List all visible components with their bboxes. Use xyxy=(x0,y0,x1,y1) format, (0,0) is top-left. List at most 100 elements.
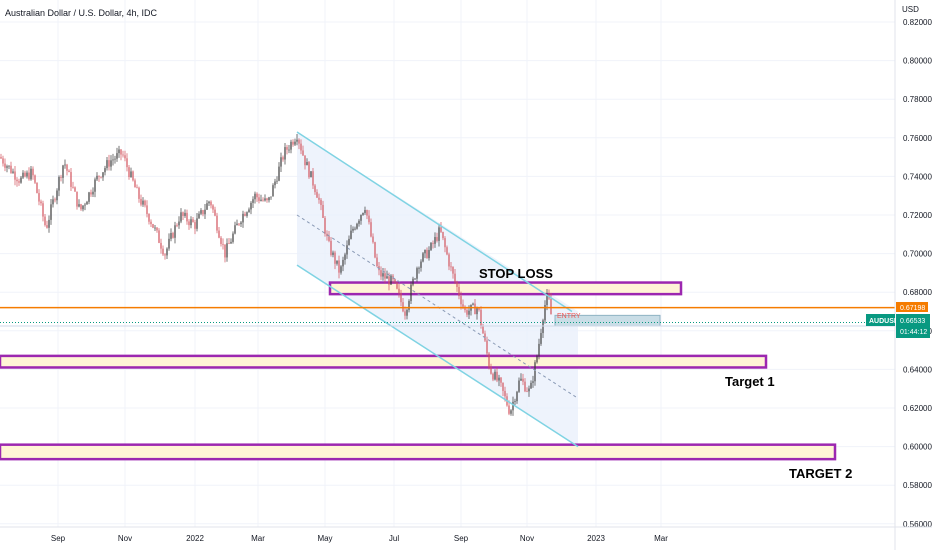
time-tick-label: Sep xyxy=(51,534,66,543)
candle-body xyxy=(192,219,194,223)
candle-body xyxy=(0,157,2,159)
candle-body xyxy=(102,172,104,178)
candle-body xyxy=(270,196,272,198)
candle-body xyxy=(328,236,330,241)
candle-body xyxy=(168,238,170,249)
candle-body xyxy=(98,175,100,177)
candle-body xyxy=(530,382,532,389)
candle-body xyxy=(36,182,38,194)
candle-body xyxy=(74,187,76,192)
candle-body xyxy=(42,203,44,217)
candle-body xyxy=(60,176,62,178)
price-tick-label: 0.74000 xyxy=(903,172,932,181)
candle-body xyxy=(394,279,396,283)
candle-body xyxy=(416,268,418,279)
candle-body xyxy=(226,243,228,258)
candle-body xyxy=(230,241,232,244)
candle-body xyxy=(508,405,510,414)
candle-body xyxy=(428,249,430,259)
time-tick-label: Mar xyxy=(251,534,265,543)
candle-body xyxy=(254,193,256,200)
candle-body xyxy=(352,228,354,231)
candle-body xyxy=(398,288,400,294)
candle-body xyxy=(354,228,356,230)
candle-body xyxy=(542,320,544,334)
candle-body xyxy=(344,254,346,260)
candle-body xyxy=(500,377,502,383)
candle-body xyxy=(146,205,148,215)
candle-body xyxy=(54,199,56,201)
candle-body xyxy=(446,247,448,255)
candle-body xyxy=(382,273,384,277)
candle-body xyxy=(386,276,388,279)
candle-body xyxy=(122,154,124,156)
candle-body xyxy=(466,310,468,315)
candle-body xyxy=(424,249,426,254)
channel-lines xyxy=(296,131,579,448)
candle-body xyxy=(66,164,68,171)
candle-body xyxy=(540,333,542,344)
candle-body xyxy=(314,185,316,193)
candle-body xyxy=(406,309,408,316)
candle-body xyxy=(232,233,234,242)
candle-body xyxy=(244,213,246,216)
time-axis[interactable]: Sep Nov 2022 Mar May Jul Sep Nov 2023 Mar xyxy=(0,526,932,543)
price-axis[interactable]: 0.82000 0.80000 0.78000 0.76000 0.74000 0.720… xyxy=(894,0,932,550)
orange-price-text: 0.67198 xyxy=(900,305,925,312)
candle-body xyxy=(396,282,398,289)
candle-body xyxy=(100,176,102,178)
candle-body xyxy=(526,391,528,393)
candle-body xyxy=(306,162,308,166)
candle-body xyxy=(132,171,134,181)
candle-body xyxy=(550,298,552,315)
stop-loss-zone xyxy=(328,281,683,296)
candle-body xyxy=(286,147,288,150)
candle-body xyxy=(284,147,286,160)
candle-body xyxy=(38,193,40,202)
candle-body xyxy=(130,171,132,178)
candle-body xyxy=(522,378,524,382)
candle-body xyxy=(30,168,32,180)
candle-body xyxy=(436,237,438,241)
candle-body xyxy=(144,200,146,206)
symbol-text: AUDUSD xyxy=(869,318,899,325)
candle-body xyxy=(108,160,110,167)
time-tick-label: 2023 xyxy=(587,534,605,543)
candle-body xyxy=(40,201,42,204)
candle-body xyxy=(324,217,326,234)
candle-body xyxy=(448,254,450,267)
candle-body xyxy=(92,191,94,195)
candle-body xyxy=(52,199,54,205)
candle-body xyxy=(362,212,364,215)
candle-body xyxy=(478,308,480,310)
candle-body xyxy=(498,377,500,381)
candle-body xyxy=(186,212,188,222)
candle-body xyxy=(536,355,538,363)
candle-body xyxy=(188,221,190,226)
candle-body xyxy=(432,242,434,244)
candle-body xyxy=(136,187,138,189)
candle-body xyxy=(318,197,320,200)
candle-body xyxy=(212,205,214,210)
candle-body xyxy=(458,286,460,297)
currency-label: USD xyxy=(902,5,919,14)
stop-loss-label: STOP LOSS xyxy=(479,266,553,281)
candle-body xyxy=(208,201,210,204)
candle-body xyxy=(242,213,244,223)
candle-body xyxy=(538,343,540,356)
candle-body xyxy=(426,249,428,259)
candle-body xyxy=(502,382,504,391)
candle-body xyxy=(290,141,292,150)
candle-body xyxy=(138,187,140,199)
candle-body xyxy=(358,220,360,224)
time-tick-label: Nov xyxy=(520,534,534,543)
candle-body xyxy=(228,243,230,245)
candle-body xyxy=(180,212,182,222)
candle-body xyxy=(178,221,180,226)
candle-body xyxy=(422,253,424,262)
candle-body xyxy=(312,171,314,186)
candle-body xyxy=(238,223,240,225)
candle-body xyxy=(170,232,172,239)
zones xyxy=(0,281,837,461)
